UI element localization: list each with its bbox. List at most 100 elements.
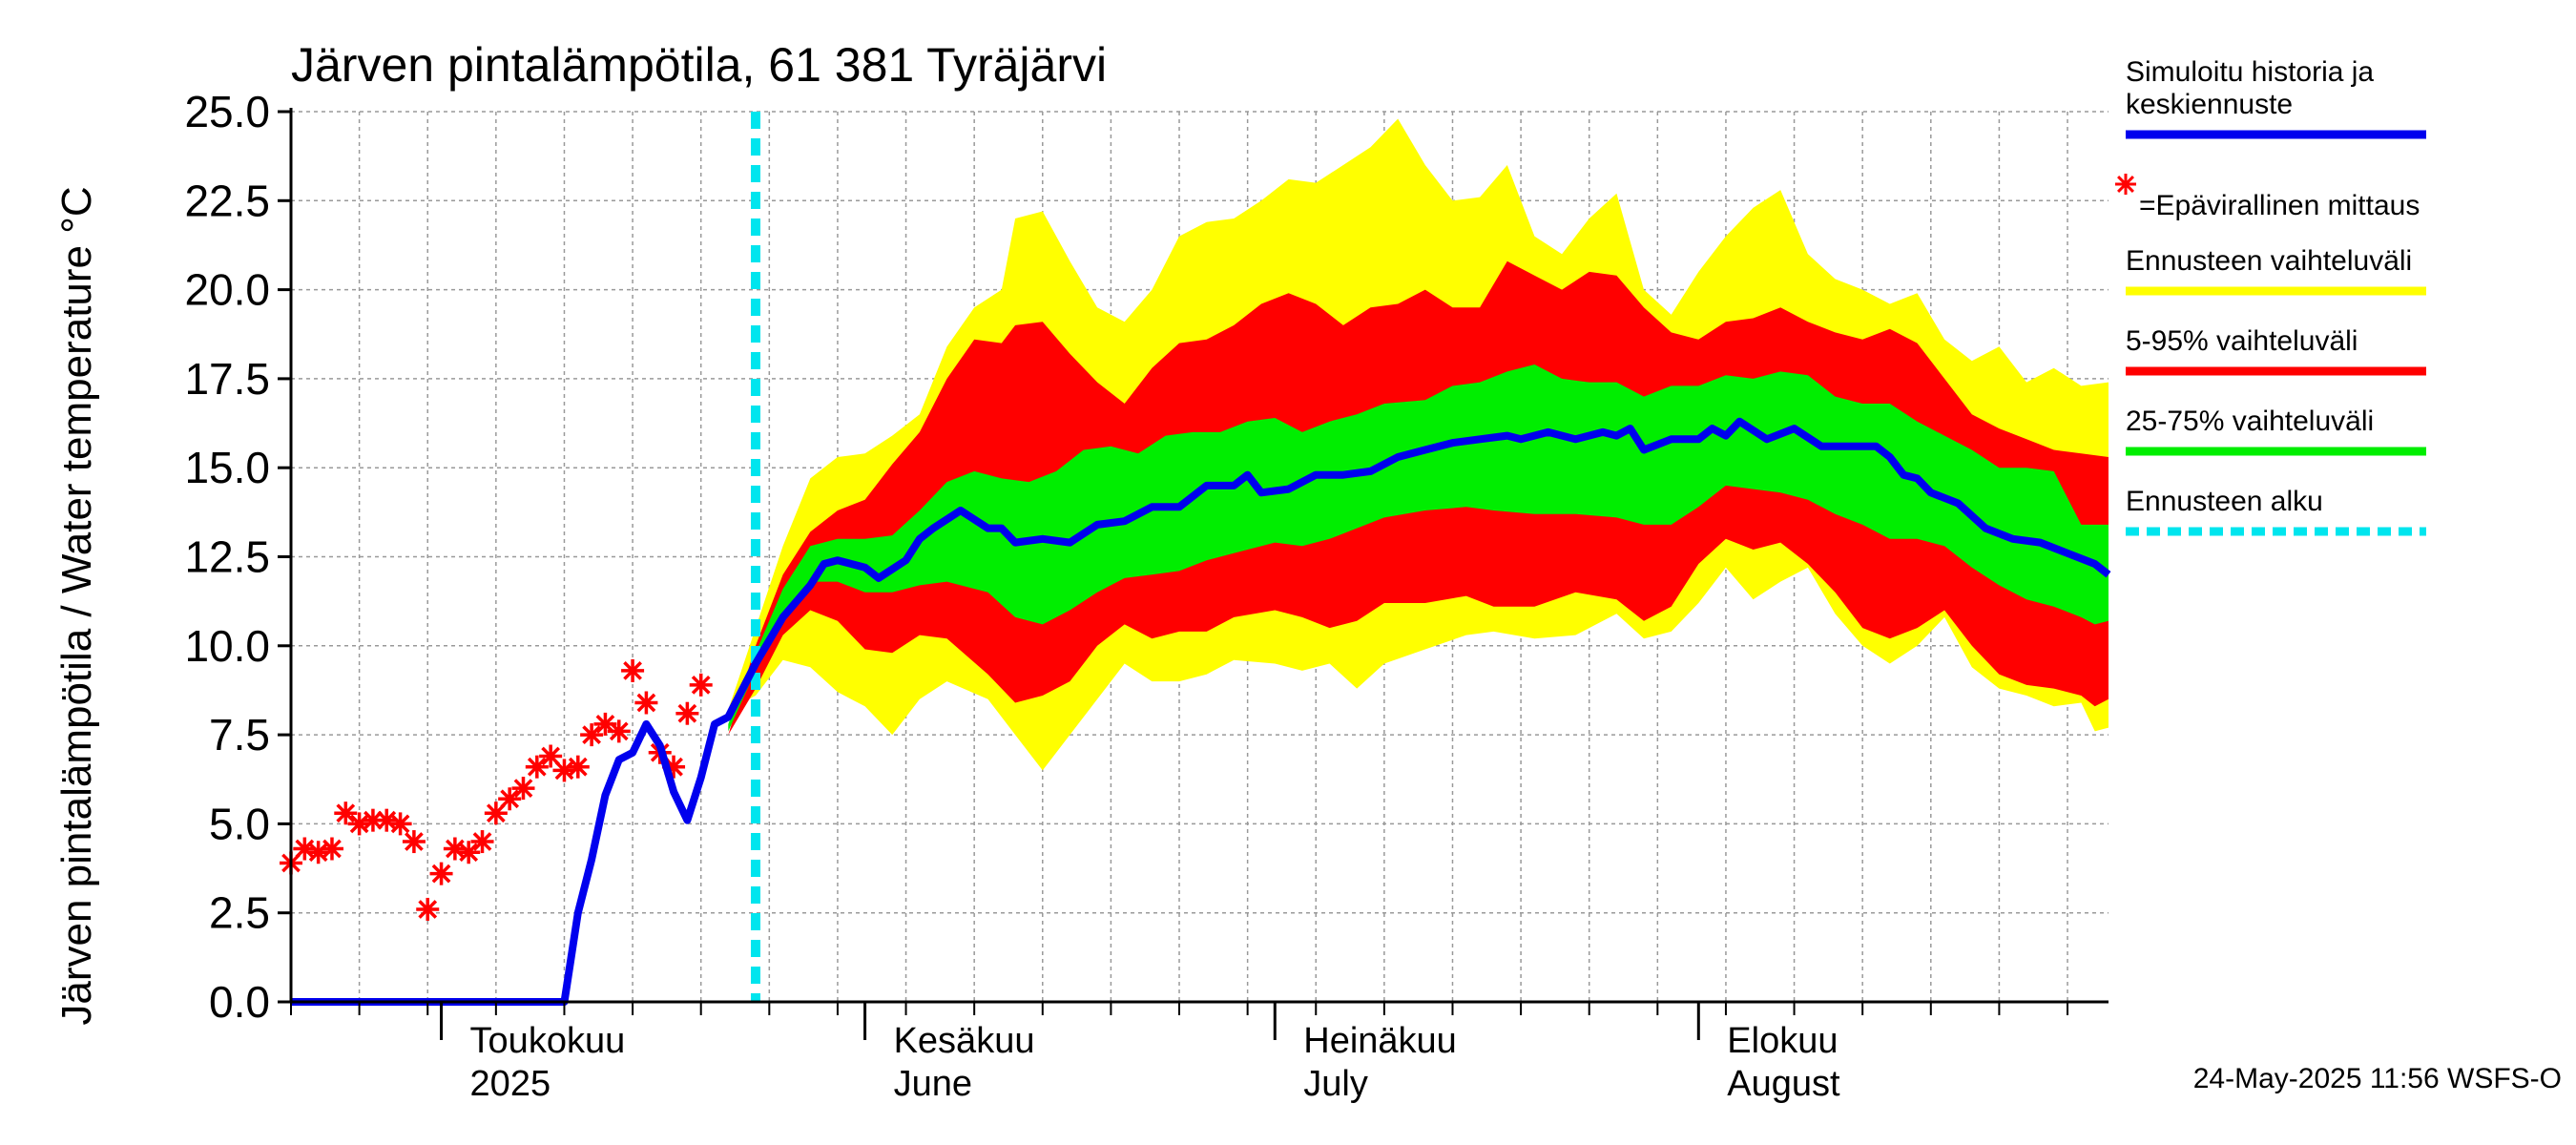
legend-item: Ennusteen alku — [2126, 486, 2426, 536]
star-stroke — [486, 803, 506, 823]
observation-point — [306, 841, 330, 864]
star-stroke — [582, 725, 601, 744]
observation-point — [580, 723, 604, 747]
y-tick-label: 0.0 — [209, 977, 270, 1027]
y-tick-label: 5.0 — [209, 799, 270, 848]
y-tick-label: 10.0 — [184, 621, 270, 671]
month-label-en: 2025 — [470, 1064, 551, 1104]
mean-line — [291, 417, 2111, 1006]
observation-point — [607, 719, 631, 743]
y-tick-label: 15.0 — [184, 443, 270, 492]
star-stroke — [472, 832, 492, 851]
star-stroke — [349, 814, 369, 834]
month-label-fi: Kesäkuu — [894, 1021, 1035, 1061]
star-stroke — [295, 839, 315, 859]
month-label-en: August — [1727, 1064, 1840, 1104]
star-stroke — [446, 839, 465, 859]
y-tick-label: 7.5 — [209, 710, 270, 760]
star-stroke — [364, 810, 383, 830]
y-tick-labels: 0.0 2.5 5.0 7.5 10.0 12.5 15.0 17.5 20.0 22.5 25.0 — [184, 87, 291, 1027]
star-stroke — [609, 721, 629, 741]
observation-point — [457, 841, 481, 864]
y-tick-label: 12.5 — [184, 532, 270, 582]
legend-label: keskiennuste — [2126, 89, 2293, 120]
star-stroke — [308, 843, 328, 863]
star-stroke — [541, 746, 561, 766]
y-tick-label: 2.5 — [209, 888, 270, 938]
star-stroke — [691, 675, 711, 695]
observation-point — [416, 897, 440, 921]
forecast-bands — [728, 118, 2109, 771]
y-tick-label: 25.0 — [184, 87, 270, 136]
chart-title: Järven pintalämpötila, 61 381 Tyräjärvi — [291, 38, 1107, 92]
legend-label: Simuloitu historia ja — [2126, 56, 2374, 88]
observation-point — [320, 837, 343, 861]
month-label-en: June — [894, 1064, 972, 1104]
star-stroke — [677, 703, 697, 723]
y-axis-label: Järven pintalämpötila / Water temperatur… — [53, 186, 100, 1025]
observation-point — [675, 701, 699, 725]
mean-line-path — [291, 417, 2111, 1006]
star-stroke — [322, 839, 342, 859]
observation-point — [511, 777, 535, 801]
observation-point — [334, 802, 358, 825]
plot-frame — [289, 108, 2109, 1004]
observation-point — [539, 744, 563, 768]
observation-point — [621, 658, 645, 682]
star-stroke — [568, 757, 588, 777]
y-tick-label: 20.0 — [184, 265, 270, 315]
star-stroke — [623, 661, 642, 680]
month-label-fi: Heinäkuu — [1303, 1021, 1457, 1061]
star-stroke — [336, 803, 356, 823]
month-label-en: July — [1303, 1064, 1368, 1104]
legend-label: Ennusteen vaihteluväli — [2126, 245, 2412, 277]
star-stroke — [595, 715, 615, 734]
legend-item: 5-95% vaihteluväli — [2126, 325, 2426, 376]
star-stroke — [513, 779, 533, 798]
star-stroke — [527, 757, 547, 777]
band-25-75-vaihteluv-li — [728, 364, 2109, 732]
observation-point — [634, 691, 658, 715]
star-stroke — [390, 814, 410, 834]
month-label-fi: Toukokuu — [470, 1021, 626, 1061]
observation-point — [552, 759, 576, 782]
observation-point — [429, 862, 453, 885]
legend-label: 25-75% vaihteluväli — [2126, 406, 2374, 437]
y-tick-label: 17.5 — [184, 354, 270, 404]
legend-item: 25-75% vaihteluväli — [2126, 406, 2426, 456]
legend-item: =Epävirallinen mittaus — [2115, 174, 2420, 221]
observation-point — [484, 802, 508, 825]
observation-point — [388, 812, 412, 836]
star-stroke — [431, 864, 451, 884]
legend-star-icon — [2115, 174, 2136, 195]
star-stroke — [459, 843, 479, 863]
observation-point — [498, 787, 522, 811]
star-stroke — [405, 832, 424, 851]
observation-points — [280, 658, 713, 921]
legend-label: 5-95% vaihteluväli — [2126, 325, 2358, 357]
star-stroke — [500, 789, 520, 809]
footer-timestamp: 24-May-2025 11:56 WSFS-O — [2193, 1063, 2562, 1094]
observation-point — [566, 755, 590, 779]
star-stroke — [554, 760, 574, 781]
star-stroke — [377, 810, 397, 830]
observation-point — [375, 808, 399, 832]
observation-point — [525, 755, 549, 779]
legend-label: =Epävirallinen mittaus — [2139, 190, 2420, 221]
observation-point — [402, 830, 426, 854]
observation-point — [689, 673, 713, 697]
observation-point — [293, 837, 317, 861]
observation-point — [443, 837, 467, 861]
star-stroke — [636, 693, 656, 713]
star-stroke — [418, 900, 438, 919]
star-stroke — [2117, 176, 2134, 193]
observation-point — [470, 830, 494, 854]
y-tick-label: 22.5 — [184, 176, 270, 225]
legend-label: Ennusteen alku — [2126, 486, 2323, 517]
observation-point — [347, 812, 371, 836]
month-label-fi: Elokuu — [1727, 1021, 1838, 1061]
legend-item: Ennusteen vaihteluväli — [2126, 245, 2426, 296]
